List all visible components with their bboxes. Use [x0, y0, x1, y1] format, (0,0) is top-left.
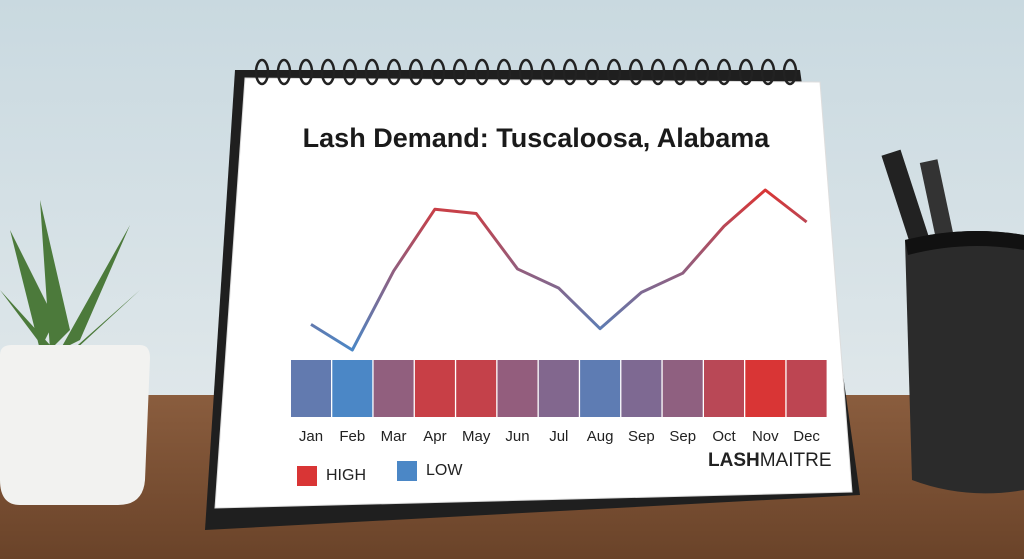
- demand-cell: [580, 360, 621, 417]
- rings: [254, 58, 798, 86]
- x-tick-label: Sep: [628, 428, 655, 445]
- ring: [606, 58, 622, 86]
- x-tick-label: Feb: [339, 428, 365, 445]
- ring: [518, 58, 534, 86]
- pen-holder: [881, 149, 1024, 494]
- brand: LASHMAITRE: [708, 450, 832, 471]
- x-tick-label: Jan: [299, 428, 323, 445]
- x-tick-label: Jun: [505, 428, 529, 445]
- ring: [276, 58, 292, 86]
- chart-title: Lash Demand: Tuscaloosa, Alabama: [303, 123, 771, 153]
- demand-cell: [373, 360, 414, 417]
- ring: [694, 58, 710, 86]
- demand-cell: [704, 360, 744, 417]
- demand-line: [310, 188, 808, 352]
- x-tick-label: Oct: [712, 428, 736, 445]
- ring: [254, 58, 270, 86]
- ring: [320, 58, 336, 86]
- ring: [452, 58, 468, 86]
- ring: [474, 58, 490, 86]
- ring: [628, 58, 644, 86]
- demand-cell: [414, 360, 455, 417]
- ring: [584, 58, 600, 86]
- ring: [782, 58, 798, 86]
- ring: [496, 58, 512, 86]
- plant: [0, 200, 150, 505]
- legend-swatch: [297, 466, 317, 486]
- ring: [716, 58, 732, 86]
- ring: [430, 58, 446, 86]
- ring: [760, 58, 776, 86]
- demand-cell: [497, 360, 538, 417]
- demand-cell: [332, 360, 373, 417]
- legend-swatch: [397, 461, 417, 481]
- ring: [342, 58, 358, 86]
- demand-cell: [745, 360, 786, 417]
- ring: [540, 58, 556, 86]
- ring: [738, 58, 754, 86]
- demand-cell: [786, 360, 827, 417]
- ring: [408, 58, 424, 86]
- ring: [298, 58, 314, 86]
- x-tick-label: Jul: [549, 428, 568, 445]
- legend-label: HIGH: [326, 467, 366, 484]
- demand-cell: [621, 360, 662, 417]
- demand-cell: [456, 360, 497, 417]
- ring: [364, 58, 380, 86]
- x-tick-label: Apr: [423, 428, 446, 445]
- x-tick-label: Aug: [587, 428, 614, 445]
- demand-cell: [291, 360, 331, 417]
- brand-light: MAITRE: [760, 450, 832, 471]
- x-tick-label: May: [462, 428, 491, 445]
- x-tick-label: Sep: [669, 428, 696, 445]
- ring: [562, 58, 578, 86]
- demand-cell: [538, 360, 579, 417]
- x-tick-label: Mar: [381, 428, 407, 445]
- demand-cell: [662, 360, 703, 417]
- x-tick-label: Nov: [752, 428, 779, 445]
- ring: [386, 58, 402, 86]
- x-tick-label: Dec: [793, 428, 820, 445]
- brand-bold: LASH: [708, 450, 760, 471]
- ring: [650, 58, 666, 86]
- ring: [672, 58, 688, 86]
- legend-label: LOW: [426, 462, 463, 479]
